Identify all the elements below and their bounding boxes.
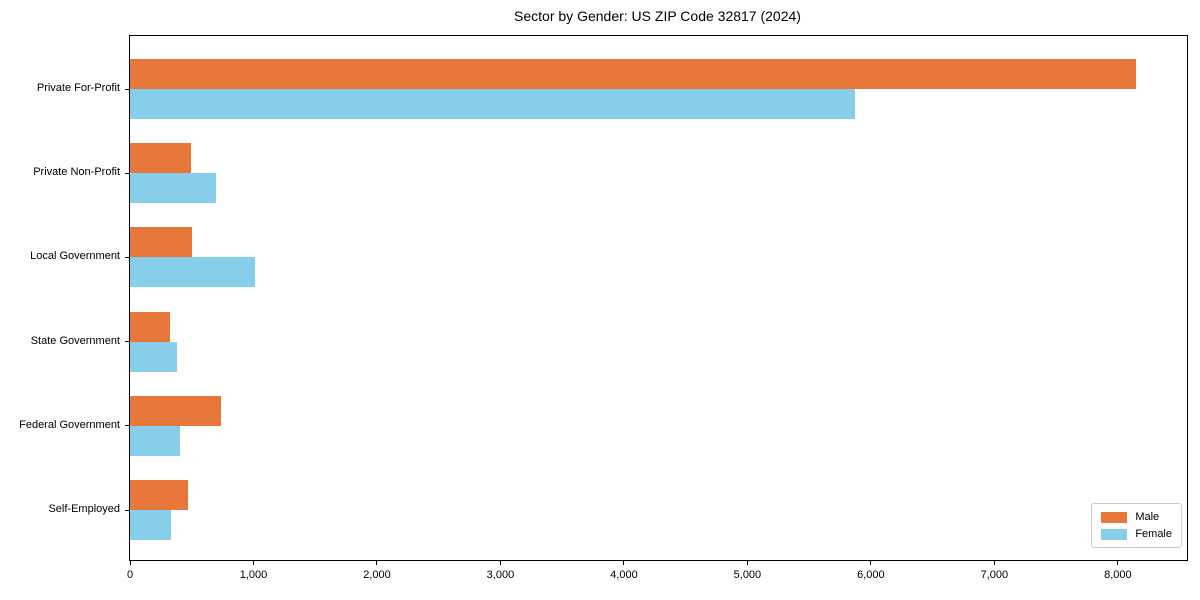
x-axis-tick — [252, 561, 254, 565]
bar-male — [130, 59, 1137, 89]
bar-male — [130, 480, 189, 510]
x-axis-tick — [993, 561, 995, 565]
legend-swatch-male — [1101, 511, 1128, 523]
x-axis-tick-label: 5,000 — [733, 569, 762, 581]
x-axis-tick — [376, 561, 378, 565]
bar-female — [130, 425, 180, 456]
y-category-label: Federal Government — [19, 418, 120, 431]
x-axis-tick — [1117, 561, 1119, 565]
bar-male — [130, 395, 222, 426]
x-axis-tick-label: 0 — [126, 569, 134, 581]
bar-female — [130, 173, 217, 204]
y-axis-tick — [125, 256, 129, 258]
x-axis-tick — [623, 561, 625, 565]
y-axis-tick — [125, 425, 129, 427]
x-axis-tick-label: 4,000 — [610, 569, 638, 581]
x-axis-tick-label: 3,000 — [486, 569, 515, 581]
bar-female — [130, 341, 177, 372]
y-category-label: Self-Employed — [48, 503, 120, 515]
legend-label-female: Female — [1135, 528, 1172, 540]
legend-item-male: Male — [1101, 511, 1172, 523]
y-category-label: State Government — [30, 334, 120, 347]
legend-swatch-female — [1101, 528, 1128, 540]
y-category-label: Private Non-Profit — [33, 166, 120, 179]
bar-male — [130, 143, 191, 174]
y-category-label: Local Government — [30, 250, 120, 263]
x-axis-tick — [870, 561, 872, 565]
bar-female — [130, 510, 171, 540]
x-axis-tick-label: 6,000 — [857, 569, 885, 581]
x-axis-tick — [746, 561, 748, 565]
y-axis-tick — [125, 88, 129, 90]
y-axis-tick — [125, 172, 129, 174]
bar-female — [130, 89, 855, 119]
y-category-label: Private For-Profit — [36, 82, 120, 94]
y-axis-tick — [125, 341, 129, 343]
x-axis-tick — [129, 561, 131, 565]
x-axis-tick-label: 7,000 — [980, 569, 1009, 581]
bar-male — [130, 311, 171, 342]
plot-area: Male Female 0 1,000 2,000 3,000 4,000 5,000 6,… — [19, 35, 1188, 581]
chart-title: Sector by Gender: US ZIP Code 32817 (202… — [514, 8, 801, 24]
legend-label-male: Male — [1135, 511, 1160, 523]
bar-female — [130, 257, 255, 288]
y-axis-tick — [125, 509, 129, 511]
legend: Male Female — [1091, 503, 1182, 548]
x-axis-tick — [499, 561, 501, 565]
legend-item-female: Female — [1101, 528, 1172, 540]
x-axis-tick-label: 1,000 — [239, 569, 268, 581]
x-axis-tick-label: 2,000 — [363, 569, 391, 581]
bar-male — [130, 227, 192, 258]
x-axis-tick-label: 8,000 — [1104, 569, 1132, 581]
